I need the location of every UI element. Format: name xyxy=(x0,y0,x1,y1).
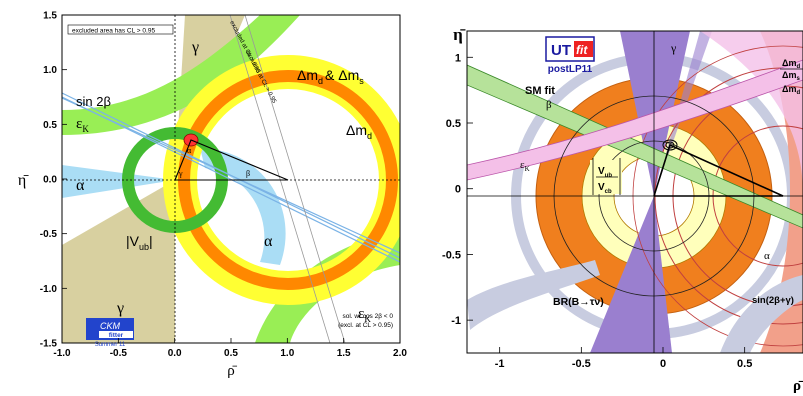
y-tick-label: -1 xyxy=(451,315,461,327)
x-tick-label: 1.5 xyxy=(337,348,351,359)
label-smfit: SM fit xyxy=(525,85,555,97)
label-gamma-right: γ xyxy=(670,41,677,55)
x-tick-label: 2.0 xyxy=(393,348,407,359)
right-frame xyxy=(466,30,803,354)
label-vub-vcb: Vub Vcb xyxy=(590,158,622,195)
x-tick-label: -0.5 xyxy=(572,358,591,370)
epsk-band-right xyxy=(467,59,803,181)
svg-text:Δmd: Δmd xyxy=(782,84,800,96)
y-tick-label: 0.0 xyxy=(43,175,57,186)
label-sin2b: sin 2β xyxy=(76,94,111,109)
right-xlabel: ρ̄ xyxy=(793,378,803,394)
note-line-1: sol. w/ cos 2β < 0 xyxy=(342,313,393,320)
x-tick-label: 1.0 xyxy=(280,348,294,359)
left-xlabel: ρ̄ xyxy=(227,363,237,379)
label-epsk-left: εK xyxy=(76,116,89,134)
left-ylabel: η̄ xyxy=(18,172,29,189)
y-tick-label: 0.5 xyxy=(446,118,461,130)
ckmfitter-logo: CKM fitter Summer 11 xyxy=(86,318,134,348)
label-br-taunu: BR(B→τν) xyxy=(553,296,604,308)
x-tick-label: -1.0 xyxy=(53,348,71,359)
beta-band xyxy=(467,64,803,229)
y-tick-label: 0 xyxy=(455,184,461,196)
alpha-band-right xyxy=(200,148,286,265)
unitarity-triangle-left xyxy=(174,139,289,181)
y-tick-label: 1.0 xyxy=(43,65,57,76)
tri-gamma: γ xyxy=(178,169,183,178)
svg-text:fit: fit xyxy=(576,43,588,57)
unitarity-triangle-right xyxy=(653,143,784,197)
svg-text:Δms: Δms xyxy=(782,70,800,82)
label-gamma-top: γ xyxy=(191,39,199,56)
x-tick-label: 0 xyxy=(660,358,666,370)
label-dmd-dms: Δmd & Δms xyxy=(297,67,364,86)
y-tick-label: -1.0 xyxy=(40,284,58,295)
label-epsk-right-panel: εK xyxy=(520,159,530,173)
y-tick-label: 0.5 xyxy=(43,120,57,131)
apex-contour-2 xyxy=(665,141,675,149)
y-tick-label: 1.5 xyxy=(43,11,57,22)
svg-text:CKM: CKM xyxy=(100,321,121,331)
label-dm-stack: Δmd Δms Δmd xyxy=(780,58,803,96)
legend-box xyxy=(67,24,174,35)
excl-line-1 xyxy=(229,15,331,343)
x-tick-label: 0.5 xyxy=(224,348,238,359)
right-x-ticks: -1-0.500.51 xyxy=(495,347,752,370)
label-alpha-right-panel: α xyxy=(764,250,770,262)
label-alpha-right: α xyxy=(264,233,273,250)
sin2bg-band xyxy=(720,275,803,353)
gamma-wedge-bottom xyxy=(590,196,672,353)
right-ylabel: η̄ xyxy=(453,25,466,44)
y-tick-label: -1.5 xyxy=(40,339,58,350)
left-y-ticks: 1.5 1.0 0.5 0.0 -0.5 -1.0 -1.5 xyxy=(40,11,67,350)
svg-text:Δmd: Δmd xyxy=(782,58,800,70)
utfit-logo: UT fit postLP11 xyxy=(545,36,595,75)
label-alpha-left: α xyxy=(76,177,85,194)
label-epsk-right: εK xyxy=(358,306,371,324)
x-tick-label: -0.5 xyxy=(110,348,128,359)
y-tick-label: 1 xyxy=(455,52,461,64)
x-tick-label: 0.5 xyxy=(737,358,752,370)
svg-text:Vcb: Vcb xyxy=(598,182,612,195)
tri-beta: β xyxy=(246,169,250,178)
y-tick-label: -0.5 xyxy=(40,229,58,240)
label-gamma-bottom: γ xyxy=(116,300,124,317)
alpha-arc-left xyxy=(467,260,600,330)
y-tick-label: -0.5 xyxy=(442,249,461,261)
label-sin2bg: sin(2β+γ) xyxy=(752,295,794,306)
svg-text:UT: UT xyxy=(551,42,571,59)
right-plot-area xyxy=(467,31,803,353)
right-y-ticks: 1 0.5 0 -0.5 -1 xyxy=(442,52,473,327)
left-plot-area xyxy=(62,15,400,343)
alpha-band-left xyxy=(62,165,175,198)
label-beta-right: β xyxy=(546,99,552,111)
label-vub: |Vub| xyxy=(126,233,153,252)
tri-alpha: α xyxy=(187,146,192,155)
svg-text:Vub: Vub xyxy=(598,166,612,179)
label-dmd: Δmd xyxy=(346,122,372,141)
left-x-ticks: -1.0 -0.5 0.0 0.5 1.0 1.5 2.0 xyxy=(53,338,407,359)
excl-line-2 xyxy=(244,15,346,343)
x-tick-label: 0.0 xyxy=(168,348,182,359)
apex-contour-1 xyxy=(662,139,678,151)
epsk-band xyxy=(62,15,300,135)
x-tick-label: -1 xyxy=(495,358,505,370)
svg-text:Summer 11: Summer 11 xyxy=(95,342,126,348)
svg-text:postLP11: postLP11 xyxy=(548,64,593,75)
note-line-2: (excl. at CL > 0.95) xyxy=(338,322,393,329)
legend-text: excluded area has CL > 0.95 xyxy=(72,28,155,35)
svg-text:fitter: fitter xyxy=(109,332,124,339)
